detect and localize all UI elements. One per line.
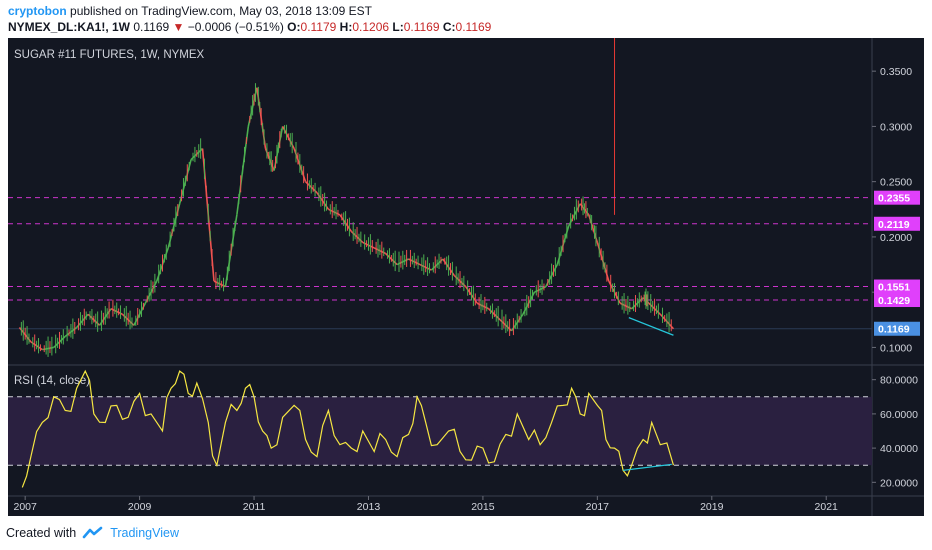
time-axis-label: 2017 <box>586 501 610 513</box>
level-badge <box>874 216 920 231</box>
time-axis-label: 2009 <box>128 501 152 513</box>
author-link[interactable]: cryptobon <box>8 4 67 18</box>
ohlc-line: NYMEX_DL:KA1!, 1W 0.1169 ▼ −0.0006 (−0.5… <box>8 20 491 34</box>
footer: Created with TradingView <box>6 526 179 540</box>
created-with-text: Created with <box>6 526 77 540</box>
time-axis-label: 2013 <box>357 501 381 513</box>
close-value: 0.1169 <box>455 20 492 34</box>
price-pane-title: SUGAR #11 FUTURES, 1W, NYMEX <box>14 49 205 61</box>
level-badge-label: 0.1551 <box>878 282 910 294</box>
price-axis-label: 0.1000 <box>880 342 912 354</box>
tradingview-logo-icon <box>82 526 103 539</box>
price-axis-label: 0.3000 <box>880 121 912 133</box>
price-axis-label: 0.2500 <box>880 177 912 189</box>
publish-line: cryptobon published on TradingView.com, … <box>8 4 372 18</box>
level-badge <box>874 293 920 308</box>
level-badge <box>874 279 920 294</box>
close-label: C: <box>442 20 456 34</box>
published-text: published on TradingView.com, May 03, 20… <box>70 4 372 18</box>
down-arrow-icon: ▼ <box>172 20 185 34</box>
level-badge-label: 0.1429 <box>878 295 910 307</box>
low-value: 0.1169 <box>403 20 440 34</box>
price-axis-label: 0.3500 <box>880 66 912 78</box>
time-axis-label: 2015 <box>471 501 495 513</box>
level-badge-label: 0.2355 <box>878 193 910 205</box>
price-axis-label: 0.2000 <box>880 232 912 244</box>
rsi-trendline <box>623 463 672 471</box>
level-badge-label: 0.2119 <box>878 219 910 231</box>
level-badge <box>874 190 920 205</box>
rsi-line <box>21 369 675 488</box>
last-price-label: 0.1169 <box>878 324 910 336</box>
rsi-band <box>8 396 872 466</box>
open-value: 0.1179 <box>300 20 337 34</box>
high-value: 0.1206 <box>352 20 390 34</box>
change-value: −0.0006 (−0.51%) <box>187 20 284 34</box>
tradingview-brand-link[interactable]: TradingView <box>110 526 179 540</box>
open-label: O: <box>287 20 301 34</box>
last-value: 0.1169 <box>133 20 170 34</box>
rsi-pane-title: RSI (14, close) <box>14 375 90 387</box>
rsi-axis-label: 40.0000 <box>880 443 918 455</box>
price-trendline <box>628 316 674 336</box>
low-label: L: <box>392 20 404 34</box>
last-price-badge <box>874 321 920 336</box>
rsi-axis-label: 20.0000 <box>880 477 918 489</box>
time-axis-label: 2011 <box>243 501 266 513</box>
time-axis-label: 2021 <box>815 501 839 513</box>
symbol-label: NYMEX_DL:KA1!, 1W <box>8 20 131 34</box>
rsi-axis-label: 80.0000 <box>880 375 918 387</box>
time-axis-label: 2019 <box>700 501 724 513</box>
rsi-axis-label: 60.0000 <box>880 409 918 421</box>
high-label: H: <box>339 20 353 34</box>
time-axis-label: 2007 <box>13 501 37 513</box>
